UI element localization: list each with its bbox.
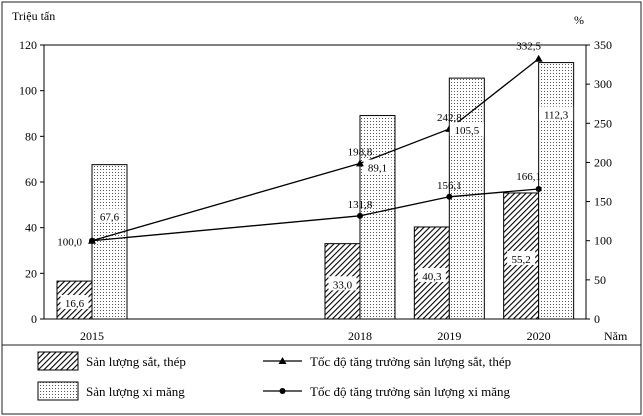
legend-marker-circle [279,388,286,394]
plot-area: 0 20 40 60 80 100 120 0 50 100 150 200 250 300 350 20… [19,38,612,343]
bar-label-bg [417,267,446,282]
marker-circle [535,185,542,192]
line-label-steel-growth: 100,0 [57,237,82,249]
bar-label-cement: 67,6 [100,212,120,224]
x-axis-title: Năm [604,329,628,343]
data-labels: 16,6 33,0 40,3 55,2 67,6 89,1 105,5 112,3 100,0 1… [57,41,574,310]
line-label-steel-growth: 198,8 [348,146,373,158]
legend-label-cement-growth: Tốc độ tăng trưởng sản lượng xi măng [310,384,511,399]
right-axis: 0 50 100 150 200 250 300 350 [586,38,612,326]
legend-label-steel-growth: Tốc độ tăng trưởng sản lượng sắt, thép [310,354,511,369]
left-tick-label: 80 [25,129,37,143]
left-tick-label: 120 [19,38,37,52]
legend-swatch-steel [37,351,79,371]
bar-label-steel: 33,0 [333,279,353,291]
legend: Sản lượng sắt, thép Sản lượng xi măng Tố… [2,344,641,401]
x-tick-label: 2019 [437,329,461,343]
legend-label-cement: Sản lượng xi măng [86,384,185,399]
marker-triangle [534,54,543,62]
bar-label-bg [449,122,484,137]
bar-label-cement: 89,1 [368,163,387,175]
bar-label-steel: 16,6 [65,298,85,310]
line-label-cement-growth: 131,8 [348,199,373,211]
line-series-group [88,54,543,244]
line-label-steel-growth: 332,5 [516,41,541,53]
right-tick-label: 300 [594,77,612,91]
bar-label-bg [363,159,392,174]
bar-label-bg [95,208,124,223]
bar-label-steel: 55,2 [512,254,531,266]
legend-swatch-cement [37,381,79,401]
right-tick-label: 250 [594,116,612,130]
left-tick-label: 20 [25,266,37,280]
line-label-cement-growth: 156,1 [437,180,462,192]
x-tick-label: 2015 [80,329,104,343]
bar-label-bg [60,295,89,310]
legend-label-steel: Sản lượng sắt, thép [86,354,186,369]
left-tick-label: 60 [25,175,37,189]
right-tick-label: 150 [594,195,612,209]
left-tick-label: 0 [31,312,37,326]
bar-cement [91,164,128,320]
bar-series-group [56,62,575,320]
marker-circle [89,237,95,244]
bar-cement [448,77,485,320]
bar-cement [538,62,575,320]
right-axis-title: % [574,13,584,27]
bar-label-bg [507,250,536,265]
left-tick-label: 40 [25,221,37,235]
left-axis-title: Triệu tấn [12,9,55,23]
marker-circle [446,193,453,200]
bar-label-bg [328,276,357,291]
line-label-steel-growth: 242,8 [437,112,462,124]
x-tick-label: 2020 [527,329,551,343]
x-axis: 2015 2018 2019 2020 [80,329,551,343]
right-tick-label: 50 [594,273,606,287]
legend-marker-triangle [278,357,287,364]
marker-circle [356,212,363,219]
bar-label-cement: 112,3 [544,110,569,122]
left-axis: 0 20 40 60 80 100 120 [19,38,44,326]
right-tick-label: 200 [594,155,612,169]
bar-label-cement: 105,5 [454,125,479,137]
x-tick-label: 2018 [348,329,372,343]
right-tick-label: 350 [594,38,612,52]
line-steel-growth [91,58,540,242]
right-tick-label: 100 [594,234,612,248]
bar-label-steel: 40,3 [422,271,442,283]
line-label-cement-growth: 166,1 [516,171,541,183]
right-tick-label: 0 [594,312,600,326]
left-tick-label: 100 [19,84,37,98]
marker-triangle [355,159,364,167]
bar-cement [359,115,396,320]
bar-label-bg [539,106,574,121]
line-cement-growth [91,188,539,242]
